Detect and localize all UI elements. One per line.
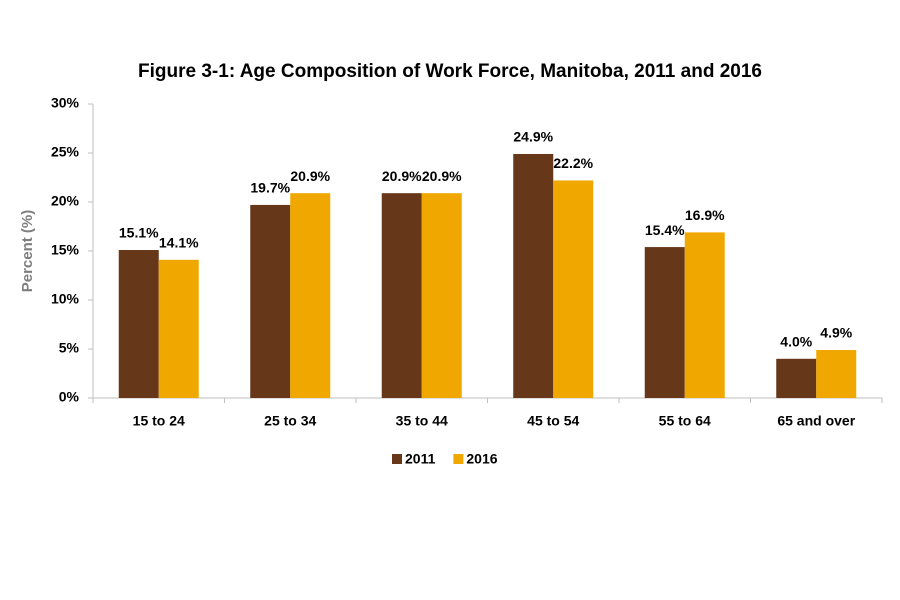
y-tick-label: 0% [59,389,80,405]
bar [684,232,725,398]
y-tick-label: 15% [51,242,80,258]
legend-swatch [392,454,402,464]
data-label: 15.1% [119,225,159,241]
bar [644,247,685,398]
bar [250,204,291,398]
legend-label: 2011 [405,451,436,467]
bar [421,193,462,398]
x-tick-label: 15 to 24 [133,413,185,429]
data-label: 4.9% [820,325,852,341]
x-tick-label: 65 and over [777,413,855,429]
data-label: 20.9% [422,168,462,184]
y-tick-label: 20% [51,193,80,209]
data-label: 24.9% [513,129,553,145]
x-tick-label: 35 to 44 [396,413,448,429]
x-tick-label: 45 to 54 [527,413,579,429]
data-label: 20.9% [290,168,330,184]
data-label: 4.0% [780,334,812,350]
x-tick-label: 55 to 64 [659,413,711,429]
chart-title: Figure 3-1: Age Composition of Work Forc… [138,61,762,82]
x-tick-label: 25 to 34 [264,413,316,429]
data-label: 14.1% [159,235,199,251]
y-tick-label: 5% [59,340,80,356]
data-label: 19.7% [250,180,290,196]
data-label: 16.9% [685,207,725,223]
bar [816,349,857,398]
y-tick-label: 25% [51,144,80,160]
y-tick-label: 10% [51,291,80,307]
bar [381,193,422,398]
data-label: 22.2% [553,155,593,171]
bar [118,250,159,398]
y-axis-label: Percent (%) [19,210,36,293]
y-tick-label: 30% [51,95,80,111]
bar [158,259,199,398]
legend-label: 2016 [466,451,497,467]
bar [553,180,594,398]
bar [513,153,554,398]
legend-swatch [453,454,464,464]
bar [776,358,817,398]
bar [290,193,331,398]
data-label: 15.4% [645,222,685,238]
data-label: 20.9% [382,168,422,184]
